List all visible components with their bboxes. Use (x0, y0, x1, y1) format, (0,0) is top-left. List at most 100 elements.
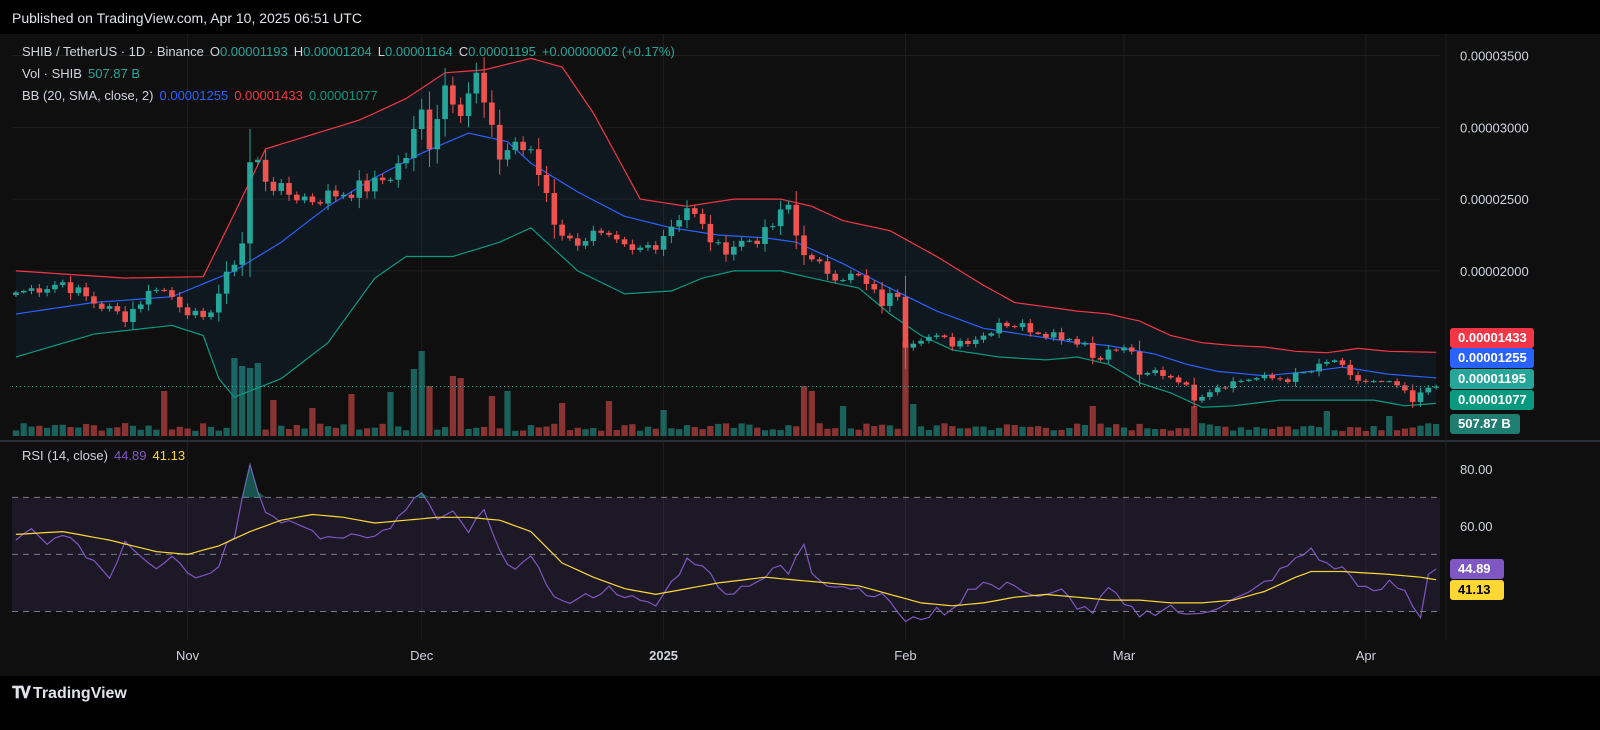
candle-body (1121, 347, 1127, 351)
candle-body (582, 241, 589, 246)
chart-svg[interactable]: 0.00002000 0.00002500 0.00003000 0.00003500… (0, 34, 1600, 676)
candle-body (1253, 378, 1260, 380)
candle-body (996, 322, 1002, 334)
candle-body (684, 208, 690, 221)
volume-bar (192, 430, 199, 436)
candle-body (972, 339, 979, 344)
volume-bar (496, 428, 503, 436)
candle-body (621, 239, 628, 245)
candle-body (1206, 392, 1213, 397)
volume-bar (878, 424, 886, 436)
candle-body (816, 259, 823, 262)
volume-bar (925, 429, 933, 436)
volume-bar (995, 427, 1003, 436)
candle-body (75, 287, 82, 294)
candle-body (379, 177, 386, 181)
volume-bar (285, 429, 293, 436)
candle-body (44, 289, 50, 293)
volume-bar (254, 363, 261, 436)
candle-body (1183, 382, 1190, 385)
volume-bar (371, 427, 378, 436)
candle-body (824, 261, 831, 274)
legend-bb-basis: 0.00001255 (159, 88, 229, 103)
volume-bar (114, 427, 121, 436)
volume-bar (1432, 424, 1440, 436)
volume-bar (83, 423, 90, 436)
candle-body (1152, 370, 1158, 373)
candle-body (746, 240, 753, 242)
volume-bar (637, 430, 644, 436)
candle-body (637, 247, 643, 250)
candle-body (520, 141, 526, 151)
candle-body (1417, 392, 1424, 402)
candle-body (83, 287, 89, 297)
badge-last-close: 0.00001195 (1450, 369, 1534, 389)
candle-body (200, 310, 206, 318)
volume-bar (1347, 427, 1354, 436)
candle-body (294, 194, 300, 201)
candle-body (223, 271, 230, 294)
candle-body (855, 273, 862, 276)
legend-open-label: O (209, 44, 220, 59)
volume-bar (324, 426, 332, 436)
badge-rsi-ma: 41.13 (1450, 580, 1504, 600)
volume-bar (1066, 427, 1073, 436)
volume-bar (1378, 430, 1385, 436)
candle-body (848, 273, 854, 281)
volume-bar (278, 425, 285, 436)
candle-body (1347, 364, 1354, 376)
candles[interactable] (12, 57, 1440, 408)
price-tick-label: 0.00003500 (1460, 49, 1529, 64)
volume-bar (1144, 428, 1151, 436)
volume-bar (660, 410, 667, 436)
candle-body (481, 72, 487, 103)
candle-body (1105, 349, 1112, 360)
volume-bar (917, 426, 925, 436)
candle-body (372, 177, 378, 192)
candle-body (1222, 387, 1229, 389)
candle-body (161, 289, 167, 291)
candle-body (442, 85, 448, 120)
volume-bar (1245, 429, 1252, 436)
candle-body (1066, 338, 1073, 341)
legend-vol-label: Vol · SHIB (22, 66, 82, 81)
volume-bar (1323, 411, 1330, 436)
rsi-tick-label: 80.00 (1460, 462, 1493, 477)
candle-body (1355, 375, 1361, 381)
candle-body (629, 244, 636, 250)
volume-bar (941, 423, 948, 436)
volume-bar (270, 400, 277, 436)
candle-body (106, 306, 113, 309)
volume-bar (387, 392, 394, 436)
legend-close: 0.00001195 (468, 44, 536, 59)
volume-bar (239, 366, 246, 436)
candle-body (770, 226, 776, 228)
candle-body (590, 230, 597, 242)
candle-body (1199, 396, 1205, 401)
legend-symbol: SHIB / TetherUS · 1D · Binance (22, 44, 204, 59)
volume-bar (1097, 423, 1104, 436)
legend-open: 0.00001193 (219, 44, 288, 59)
volume-bar (543, 426, 550, 436)
volume-bar (972, 426, 979, 436)
legend-high: 0.00001204 (303, 44, 372, 59)
candle-body (1175, 377, 1182, 383)
candle-body (348, 194, 355, 198)
candle-body (707, 223, 714, 243)
volume-bar (12, 430, 20, 436)
candle-body (340, 194, 347, 197)
volume-bar (1261, 428, 1268, 436)
candle-body (801, 235, 807, 256)
candle-body (809, 255, 815, 260)
volume-bar (1011, 425, 1018, 436)
volume-bar (168, 429, 176, 436)
candle-body (1019, 323, 1026, 328)
candle-body (98, 303, 105, 309)
time-tick-label: Dec (410, 648, 434, 663)
volume-bar (1113, 424, 1120, 436)
candle-body (933, 335, 940, 337)
volume-bar (691, 427, 698, 436)
volume-bar (1159, 429, 1167, 436)
volume-bar (106, 428, 113, 436)
candle-body (957, 340, 963, 347)
